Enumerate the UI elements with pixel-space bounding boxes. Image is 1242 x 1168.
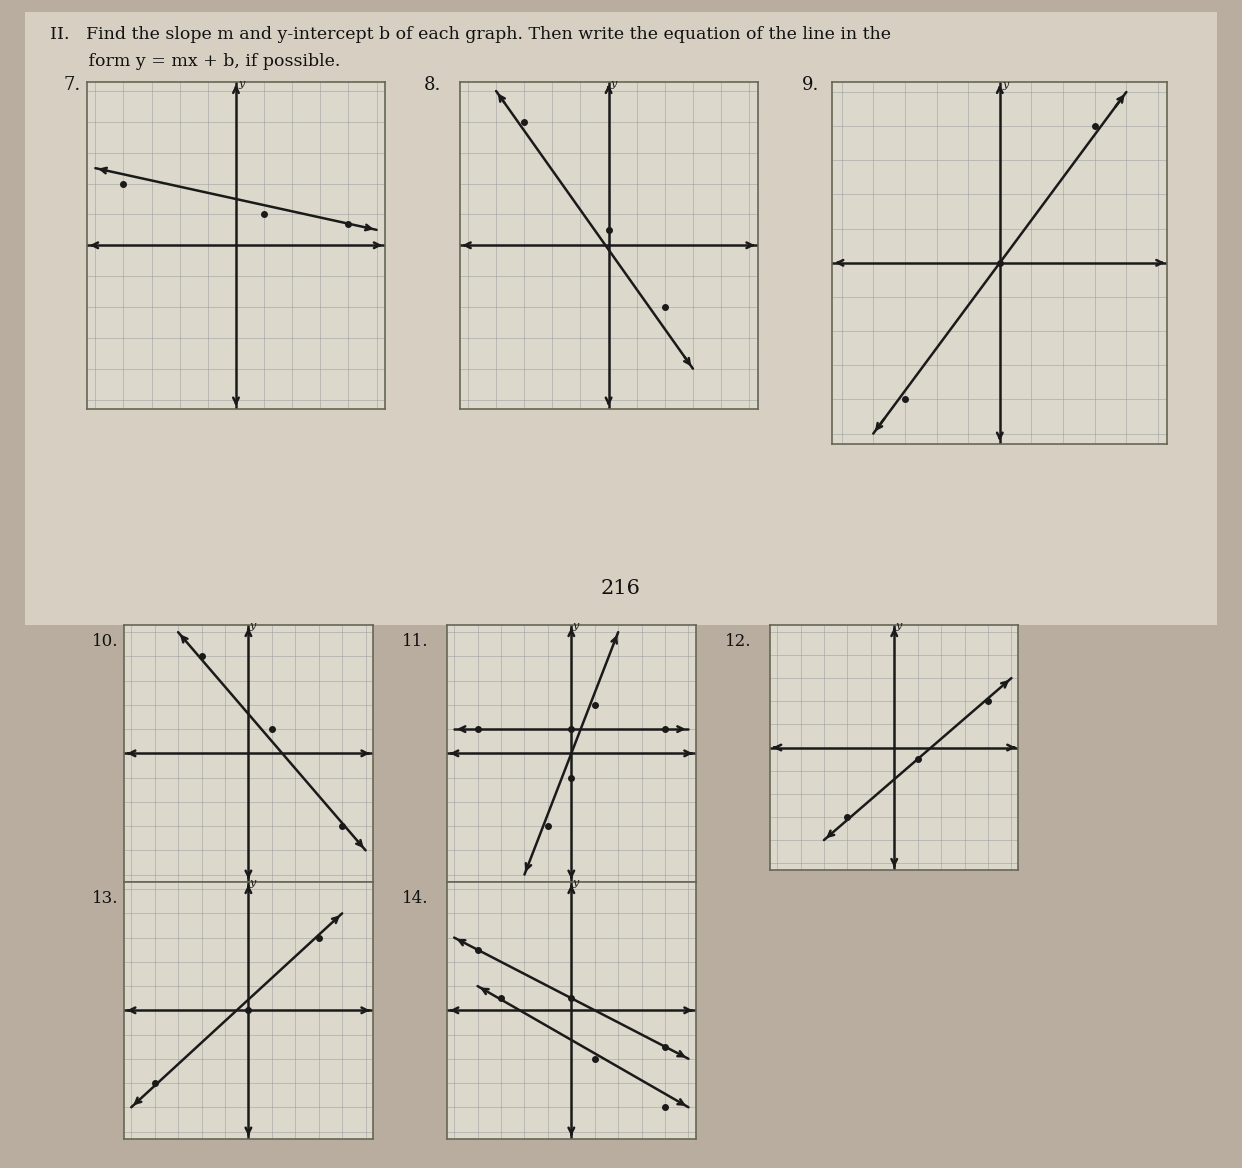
FancyBboxPatch shape <box>1 0 1241 638</box>
Text: 11.: 11. <box>402 633 428 651</box>
Text: 13.: 13. <box>92 890 118 908</box>
Text: y: y <box>573 878 579 888</box>
Text: 216: 216 <box>601 579 641 598</box>
Text: II.   Find the slope m and y-intercept b of each graph. Then write the equation : II. Find the slope m and y-intercept b o… <box>50 26 891 43</box>
Text: 7.: 7. <box>63 76 81 93</box>
Text: 8.: 8. <box>424 76 441 93</box>
Text: y: y <box>250 621 256 631</box>
Text: y: y <box>1002 81 1009 90</box>
Text: y: y <box>573 621 579 631</box>
Text: y: y <box>250 878 256 888</box>
Text: y: y <box>611 79 617 90</box>
Text: 14.: 14. <box>402 890 428 908</box>
Text: y: y <box>895 620 902 631</box>
Text: 9.: 9. <box>802 76 820 93</box>
Text: form y = mx + b, if possible.: form y = mx + b, if possible. <box>50 53 340 70</box>
Text: y: y <box>238 79 245 90</box>
Text: 10.: 10. <box>92 633 118 651</box>
Text: 12.: 12. <box>725 633 751 651</box>
